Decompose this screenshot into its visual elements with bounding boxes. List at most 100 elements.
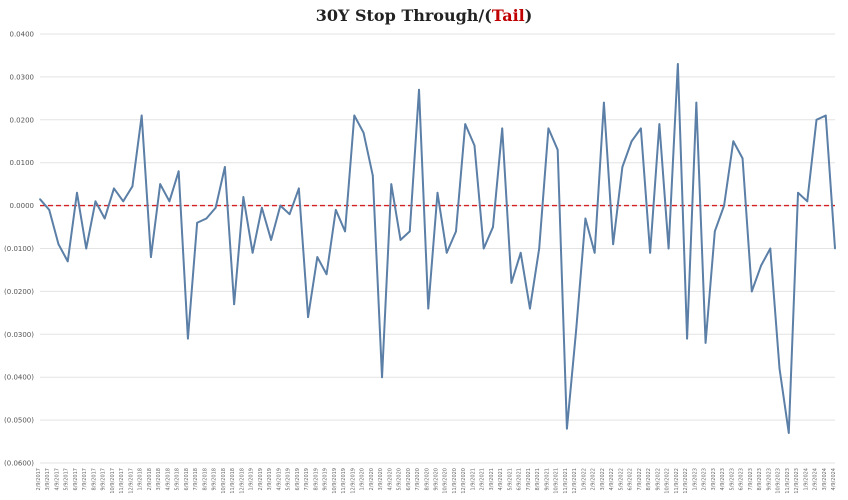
x-tick-label: 3/9/2023: [711, 468, 717, 490]
data-point: [76, 191, 78, 194]
data-point: [566, 427, 568, 430]
data-point: [538, 247, 541, 250]
data-point: [778, 367, 781, 370]
x-tick-label: 1/9/2022: [581, 468, 587, 490]
data-point: [639, 127, 642, 130]
x-tick-label: 3/9/2024: [822, 468, 828, 490]
x-tick-label: 8/9/2023: [757, 468, 763, 490]
x-tick-label: 7/9/2021: [526, 468, 532, 490]
x-axis-ticks: 2/9/2017 3/9/2017 4/9/2017 5/9/2017 6/9/2017…: [36, 468, 837, 494]
x-tick-label: 11/9/2017: [119, 468, 125, 494]
x-tick-label: 9/9/2018: [212, 468, 218, 490]
x-tick-label: 11/9/2022: [674, 468, 680, 494]
data-point: [824, 114, 827, 117]
x-tick-label: 6/9/2017: [73, 468, 79, 490]
data-point: [381, 376, 383, 379]
y-tick-label: (0.0400): [4, 374, 34, 382]
x-tick-label: 1/9/2019: [249, 468, 255, 490]
x-tick-label: 8/9/2019: [313, 468, 319, 490]
data-point: [667, 247, 670, 250]
x-tick-label: 9/9/2023: [766, 468, 772, 490]
x-tick-label: 6/9/2019: [295, 468, 301, 490]
x-tick-label: 7/9/2018: [193, 468, 199, 490]
x-tick-label: 6/9/2021: [517, 468, 523, 490]
x-tick-label: 12/9/2019: [350, 468, 356, 494]
data-point: [297, 187, 300, 190]
x-tick-label: 2/9/2018: [147, 468, 153, 490]
x-tick-label: 10/9/2022: [665, 468, 671, 494]
x-tick-label: 2/9/2024: [813, 468, 819, 490]
data-point: [750, 290, 753, 293]
x-tick-label: 2/9/2017: [36, 468, 42, 490]
data-point: [214, 206, 217, 209]
x-tick-label: 4/9/2021: [498, 468, 504, 490]
data-point: [704, 341, 707, 344]
data-point: [94, 200, 97, 203]
x-tick-label: 2/9/2023: [702, 468, 708, 490]
x-tick-label: 5/9/2022: [618, 468, 624, 490]
data-point: [260, 206, 263, 209]
x-tick-label: 8/9/2022: [646, 468, 652, 490]
data-point: [103, 217, 106, 220]
x-tick-label: 4/9/2019: [276, 468, 282, 490]
x-tick-label: 12/9/2017: [128, 468, 134, 494]
x-tick-label: 10/9/2023: [776, 468, 782, 494]
data-point: [223, 166, 226, 168]
x-tick-label: 5/9/2017: [64, 468, 70, 490]
x-tick-label: 1/9/2018: [138, 468, 144, 490]
gridlines: [40, 33, 835, 464]
x-tick-label: 1/9/2024: [803, 468, 809, 490]
data-point: [390, 183, 393, 186]
x-tick-label: 2/9/2020: [369, 468, 375, 490]
title-prefix: 30Y Stop Through/(: [315, 6, 492, 25]
data-point: [48, 208, 51, 211]
data-point: [658, 123, 661, 125]
x-tick-label: 7/9/2020: [415, 468, 421, 490]
data-point: [464, 123, 467, 125]
data-point: [815, 118, 818, 121]
data-point: [205, 217, 208, 220]
x-tick-label: 6/9/2018: [184, 468, 190, 490]
data-point: [251, 251, 254, 254]
data-point: [325, 273, 328, 276]
data-point: [787, 432, 790, 434]
y-tick-label: 0.0000: [10, 202, 35, 210]
data-point: [399, 239, 402, 241]
x-tick-label: 2/9/2021: [480, 468, 486, 490]
y-tick-label: 0.0300: [10, 73, 35, 81]
data-point: [575, 329, 578, 331]
x-tick-label: 10/9/2020: [443, 468, 449, 494]
x-tick-label: 5/9/2019: [286, 468, 292, 490]
x-tick-label: 2/9/2022: [591, 468, 597, 490]
data-point: [131, 185, 134, 188]
data-point: [242, 196, 245, 198]
x-tick-label: 2/9/2019: [258, 468, 264, 490]
data-point: [556, 148, 559, 151]
data-point: [445, 251, 448, 254]
data-point: [455, 230, 457, 233]
x-tick-label: 5/9/2020: [397, 468, 403, 490]
data-point: [713, 230, 716, 233]
data-point: [362, 131, 365, 134]
y-tick-label: (0.0300): [4, 331, 34, 339]
data-point: [408, 230, 411, 233]
x-tick-label: 1/9/2023: [692, 468, 698, 490]
x-tick-label: 12/9/2023: [794, 468, 800, 494]
x-tick-label: 4/9/2018: [165, 468, 171, 490]
x-tick-label: 12/9/2020: [461, 468, 467, 494]
data-point: [547, 127, 550, 130]
data-point: [612, 243, 615, 246]
data-point: [473, 144, 476, 147]
data-points: [39, 63, 836, 434]
x-tick-label: 4/9/2024: [831, 468, 837, 490]
data-point: [501, 127, 504, 130]
data-point: [621, 166, 624, 168]
y-tick-label: 0.0100: [10, 159, 35, 167]
x-tick-label: 12/9/2018: [239, 468, 245, 494]
data-point: [66, 260, 69, 263]
x-tick-label: 3/9/2022: [600, 468, 606, 490]
data-point: [630, 140, 633, 143]
x-tick-label: 11/9/2019: [341, 468, 347, 494]
data-point: [39, 198, 41, 201]
